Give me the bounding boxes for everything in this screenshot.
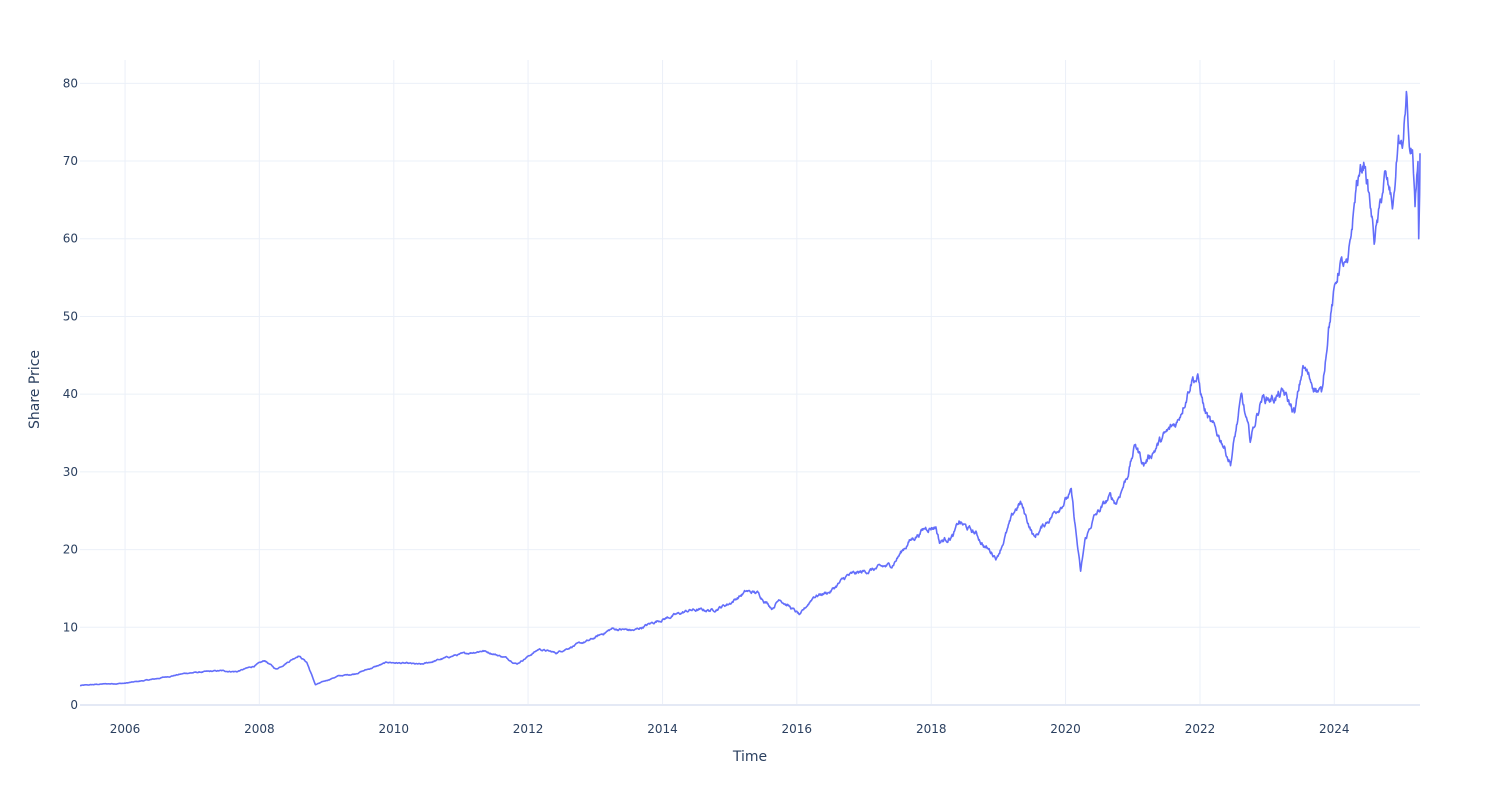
y-axis-title: Share Price [27, 350, 43, 429]
x-tick-label: 2014 [647, 722, 678, 736]
y-tick-label: 70 [63, 154, 78, 168]
grid [80, 60, 1420, 705]
y-tick-label: 30 [63, 465, 78, 479]
x-tick-label: 2018 [916, 722, 947, 736]
x-tick-label: 2020 [1050, 722, 1081, 736]
y-tick-label: 50 [63, 309, 78, 323]
y-tick-label: 0 [70, 698, 78, 712]
series-line [79, 90, 1421, 687]
x-tick-label: 2008 [244, 722, 275, 736]
y-tick-label: 40 [63, 387, 78, 401]
y-tick-label: 60 [63, 232, 78, 246]
y-tick-label: 80 [63, 76, 78, 90]
y-tick-label: 20 [63, 543, 78, 557]
x-tick-label: 2022 [1185, 722, 1216, 736]
x-tick-label: 2024 [1319, 722, 1350, 736]
x-tick-label: 2010 [379, 722, 410, 736]
x-tick-label: 2006 [110, 722, 141, 736]
x-axis-title: Time [732, 749, 767, 765]
x-tick-label: 2012 [513, 722, 544, 736]
series-layer [79, 90, 1421, 687]
x-tick-label: 2016 [782, 722, 813, 736]
axes: 0 10 20 30 40 50 60 70 80 2006 2008 2010 2012 2014 201… [63, 76, 1420, 736]
y-tick-label: 10 [63, 620, 78, 634]
